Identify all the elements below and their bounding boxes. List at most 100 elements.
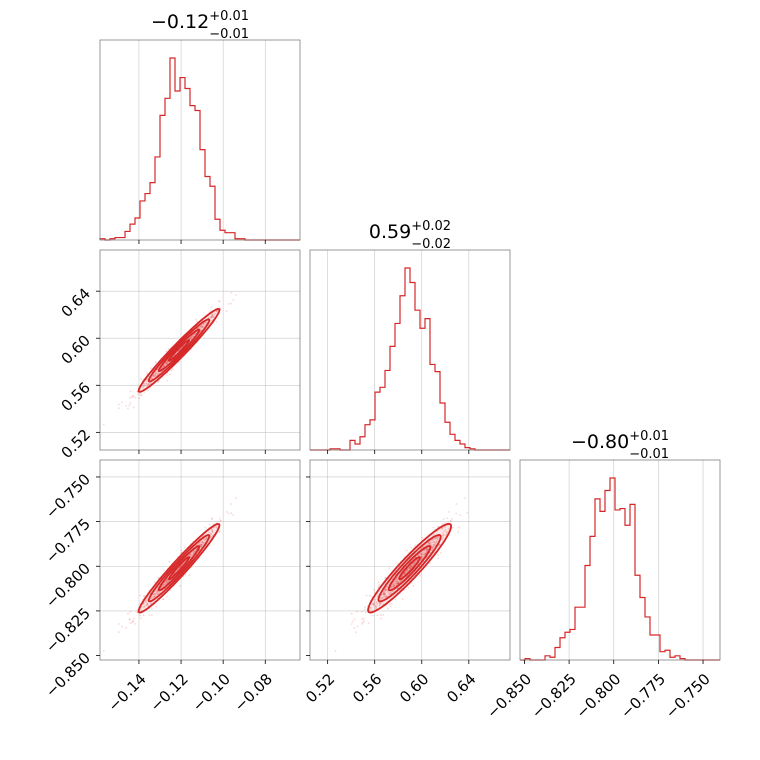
sample-point <box>207 316 210 319</box>
sample-point <box>433 541 436 543</box>
sample-point <box>412 562 415 565</box>
sample-point <box>218 531 221 533</box>
sample-point <box>195 318 198 321</box>
sample-point <box>165 374 168 377</box>
sample-point <box>129 390 132 393</box>
sample-point <box>142 386 144 389</box>
sample-point <box>404 571 406 574</box>
sample-point <box>334 650 337 652</box>
sample-point <box>194 332 197 335</box>
sample-point <box>155 372 157 375</box>
sample-point <box>210 533 213 536</box>
sample-point <box>133 617 135 620</box>
contour-p0-p1-2 <box>147 318 211 383</box>
sample-point <box>189 338 192 340</box>
sample-point <box>374 598 377 601</box>
sample-point <box>423 553 426 556</box>
sample-point <box>188 337 191 340</box>
sample-point <box>215 525 218 528</box>
sample-point <box>188 574 191 577</box>
sample-point <box>166 362 169 364</box>
sample-point <box>163 581 166 584</box>
sample-point <box>426 549 428 552</box>
sample-point <box>378 604 381 607</box>
sample-point <box>353 618 356 621</box>
sample-point <box>197 542 200 545</box>
y-tick-label: −0.800 <box>42 560 94 612</box>
sample-point <box>382 603 385 605</box>
sample-point <box>377 581 380 584</box>
sample-point <box>145 382 148 385</box>
sample-point <box>442 534 445 537</box>
sample-point <box>431 546 434 549</box>
sample-point <box>200 326 203 329</box>
sample-point <box>199 325 202 328</box>
sample-point <box>139 392 142 395</box>
sample-point <box>376 602 378 605</box>
sample-point <box>193 550 196 553</box>
sample-point <box>210 536 212 539</box>
sample-point <box>210 316 212 318</box>
sample-point <box>434 541 437 544</box>
sample-point <box>133 395 135 397</box>
sample-point <box>150 377 153 380</box>
sample-point <box>441 536 444 539</box>
sample-point <box>166 581 168 583</box>
sample-point <box>166 578 169 581</box>
sample-point <box>200 324 203 327</box>
sample-point <box>367 622 370 625</box>
sample-point <box>444 529 447 532</box>
y-tick-label: 0.64 <box>58 284 94 320</box>
sample-point <box>376 614 379 617</box>
sample-point <box>200 545 203 548</box>
sample-point <box>210 518 213 521</box>
sample-point <box>356 625 359 628</box>
sample-point <box>205 537 208 539</box>
sample-point <box>128 618 131 621</box>
sample-point <box>383 593 386 596</box>
sample-point <box>179 566 181 569</box>
sample-point <box>230 512 233 514</box>
sample-point <box>415 559 418 562</box>
sample-point <box>429 543 432 546</box>
sample-point <box>213 313 215 316</box>
sample-point <box>210 317 213 319</box>
sample-point <box>131 396 133 399</box>
sample-point <box>154 361 157 364</box>
sample-point <box>173 571 176 574</box>
title-minus-p0: −0.01 <box>209 27 249 42</box>
sample-point <box>136 390 139 393</box>
sample-point <box>153 593 156 596</box>
sample-point <box>396 583 399 586</box>
sample-point <box>232 514 235 516</box>
sample-point <box>208 523 211 526</box>
sample-point <box>225 510 228 513</box>
sample-point <box>392 585 395 588</box>
sample-point <box>146 603 149 606</box>
sample-point <box>422 553 425 555</box>
sample-point <box>232 298 235 301</box>
sample-point <box>384 588 386 591</box>
sample-point <box>166 578 169 581</box>
sample-point <box>163 365 166 367</box>
sample-point <box>142 385 145 388</box>
sample-point <box>397 582 400 585</box>
sample-point <box>202 542 205 545</box>
sample-point <box>408 567 411 569</box>
sample-point <box>436 540 438 543</box>
sample-point <box>146 598 149 601</box>
sample-point <box>189 337 192 339</box>
sample-point <box>148 614 151 616</box>
sample-point <box>396 587 399 590</box>
sample-point <box>431 538 434 541</box>
y-tick-label: 0.56 <box>58 379 94 415</box>
histogram-p0 <box>99 57 300 241</box>
sample-point <box>146 603 149 605</box>
sample-point <box>194 333 196 336</box>
sample-point <box>372 603 375 605</box>
sample-point <box>386 585 389 588</box>
sample-point <box>388 592 390 595</box>
sample-point <box>443 526 446 528</box>
sample-point <box>125 627 128 629</box>
sample-point <box>425 548 428 550</box>
